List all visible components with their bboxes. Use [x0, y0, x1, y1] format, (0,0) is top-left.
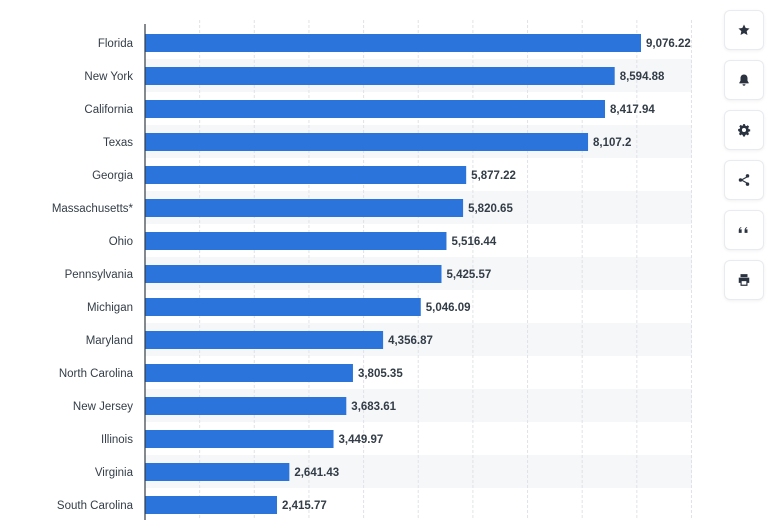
bar[interactable]	[145, 232, 447, 250]
value-label: 3,683.61	[351, 401, 396, 413]
value-label: 2,641.43	[294, 467, 339, 479]
category-label: California	[84, 104, 133, 116]
category-label: Pennsylvania	[65, 269, 134, 281]
bar[interactable]	[145, 397, 347, 415]
category-label: Michigan	[87, 302, 133, 314]
value-labels: 9,076.22 8,594.88 8,417.94 8,107.2 5,877.22 5…	[282, 38, 691, 512]
category-label: Florida	[98, 38, 134, 50]
print-icon	[738, 274, 750, 286]
bar[interactable]	[145, 100, 606, 118]
category-label: Texas	[103, 137, 133, 149]
bar[interactable]	[145, 34, 641, 52]
bar[interactable]	[145, 463, 290, 481]
value-label: 5,820.65	[468, 203, 513, 215]
bar[interactable]	[145, 133, 589, 151]
category-label: South Carolina	[57, 500, 134, 512]
value-label: 5,516.44	[451, 236, 496, 248]
value-label: 3,805.35	[358, 368, 403, 380]
value-label: 4,356.87	[388, 335, 433, 347]
star-icon	[738, 24, 750, 36]
value-label: 8,107.2	[593, 137, 631, 149]
bar-chart: Florida New York California Texas Georgia Mas…	[52, 20, 692, 520]
share-icon	[738, 174, 750, 186]
category-label: Illinois	[101, 434, 133, 446]
category-label: New Jersey	[73, 401, 133, 413]
category-label: Massachusetts*	[52, 203, 134, 215]
value-label: 5,046.09	[426, 302, 471, 314]
bell-icon	[739, 74, 749, 86]
bar[interactable]	[145, 496, 278, 514]
category-labels: Florida New York California Texas Georgia Mas…	[52, 38, 134, 512]
print-button[interactable]	[724, 260, 764, 300]
settings-button[interactable]	[724, 110, 764, 150]
category-label: Virginia	[95, 467, 134, 479]
notification-button[interactable]	[724, 60, 764, 100]
category-label: New York	[84, 71, 133, 83]
chart-canvas: Florida New York California Texas Georgia Mas…	[52, 20, 692, 520]
bar[interactable]	[145, 298, 421, 316]
category-label: Georgia	[92, 170, 134, 182]
value-label: 5,425.57	[446, 269, 491, 281]
bar[interactable]	[145, 265, 442, 283]
bars	[145, 34, 641, 514]
value-label: 2,415.77	[282, 500, 327, 512]
value-label: 8,594.88	[620, 71, 665, 83]
bar[interactable]	[145, 331, 384, 349]
share-button[interactable]	[724, 160, 764, 200]
gear-icon	[738, 124, 751, 137]
category-label: North Carolina	[59, 368, 134, 380]
bar[interactable]	[145, 67, 615, 85]
favorite-button[interactable]	[724, 10, 764, 50]
value-label: 5,877.22	[471, 170, 516, 182]
chart-toolbar	[724, 0, 764, 300]
value-label: 3,449.97	[339, 434, 384, 446]
cite-button[interactable]	[724, 210, 764, 250]
bar[interactable]	[145, 199, 464, 217]
category-label: Maryland	[86, 335, 133, 347]
bar[interactable]	[145, 430, 334, 448]
category-label: Ohio	[109, 236, 133, 248]
value-label: 8,417.94	[610, 104, 655, 116]
bar[interactable]	[145, 166, 467, 184]
value-label: 9,076.22	[646, 38, 691, 50]
bar[interactable]	[145, 364, 353, 382]
quote-icon	[738, 227, 748, 233]
